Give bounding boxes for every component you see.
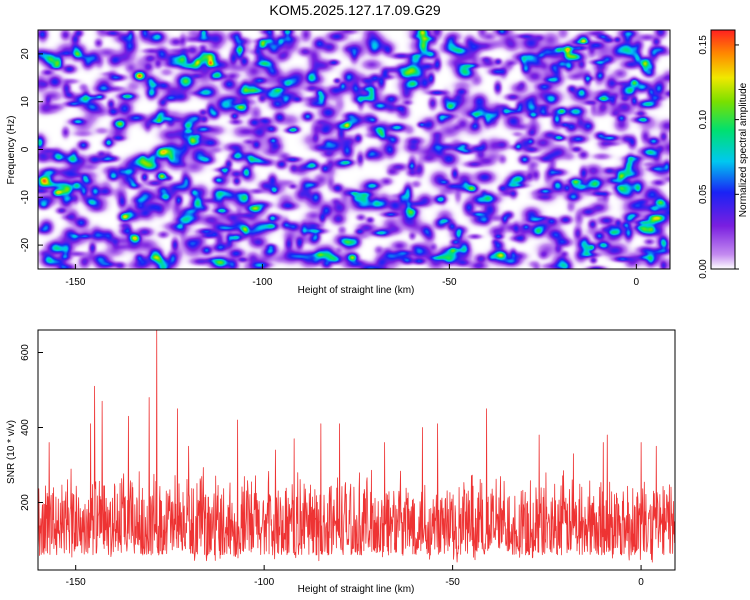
heatmap-x-tick-label: 0 bbox=[634, 277, 640, 288]
colorbar-tick-label: 0.00 bbox=[698, 259, 709, 279]
snr-y-axis-label: SNR (10 * v/v) bbox=[6, 420, 17, 484]
heatmap-x-tick-label: -50 bbox=[442, 277, 457, 288]
colorbar: 0.00 0.05 0.10 0.15 Normalized spectral amp… bbox=[698, 29, 749, 279]
figure-title: KOM5.2025.127.17.09.G29 bbox=[269, 2, 440, 18]
snr-x-tick-label: -150 bbox=[66, 577, 86, 588]
snr-y-tick-label: 400 bbox=[20, 419, 31, 436]
colorbar-tick-label: 0.10 bbox=[698, 109, 709, 129]
heatmap-x-ticks: -150 -100 -50 0 bbox=[65, 264, 640, 288]
snr-series-line bbox=[38, 330, 675, 563]
heatmap-y-tick-label: 10 bbox=[20, 96, 31, 108]
heatmap-image-container bbox=[38, 30, 670, 269]
heatmap-x-tick-label: -100 bbox=[252, 277, 272, 288]
snr-x-tick-label: -50 bbox=[445, 577, 460, 588]
heatmap-y-tick-label: -20 bbox=[20, 237, 31, 252]
snr-y-tick-label: 600 bbox=[20, 344, 31, 361]
colorbar-ticks: 0.00 0.05 0.10 0.15 bbox=[698, 35, 739, 279]
heatmap-y-tick-label: 0 bbox=[20, 146, 31, 152]
snr-y-tick-label: 200 bbox=[20, 494, 31, 511]
colorbar-tick-label: 0.15 bbox=[698, 35, 709, 55]
snr-x-tick-label: 0 bbox=[638, 577, 644, 588]
heatmap-x-axis-label: Height of straight line (km) bbox=[298, 285, 415, 296]
snr-y-ticks: 200 400 600 bbox=[20, 344, 43, 511]
heatmap-y-tick-label: 20 bbox=[20, 48, 31, 60]
snr-x-ticks: -150 -100 -50 0 bbox=[66, 565, 644, 588]
snr-frame-border bbox=[37, 329, 676, 571]
heatmap-y-ticks: -20 -10 0 10 20 bbox=[20, 48, 43, 252]
colorbar-gradient bbox=[710, 29, 736, 270]
heatmap-y-tick-label: -10 bbox=[20, 190, 31, 205]
colorbar-tick-label: 0.05 bbox=[698, 184, 709, 204]
snr-x-axis-label: Height of straight line (km) bbox=[298, 584, 415, 595]
heatmap-y-axis-label: Frequency (Hz) bbox=[6, 116, 17, 185]
heatmap-image bbox=[38, 30, 670, 269]
heatmap-x-tick-label: -150 bbox=[65, 277, 85, 288]
snr-panel: -150 -100 -50 0 200 400 600 Height of straigh… bbox=[6, 329, 676, 595]
snr-x-tick-label: -100 bbox=[254, 577, 274, 588]
colorbar-label: Normalized spectral amplitude bbox=[738, 82, 749, 217]
